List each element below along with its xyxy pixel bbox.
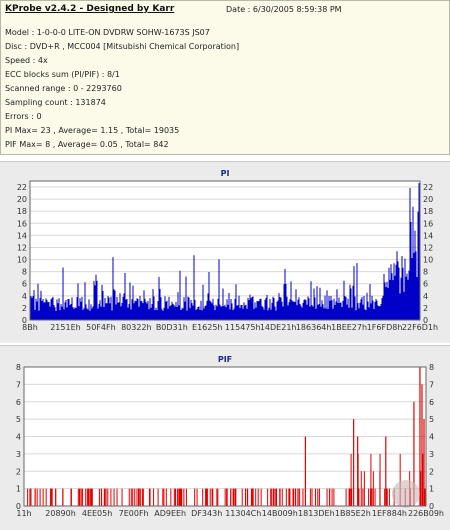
y-tick-label-right: 2 bbox=[429, 467, 434, 476]
y-tick-label-right: 0 bbox=[429, 502, 434, 511]
pif-chart: PIF 0 0 1 1 2 2 3 3 4 4 5 5 6 6 7 7 8 8 11h 20890h 4EE05h 7E00… bbox=[16, 355, 444, 518]
y-tick-label-left: 0 bbox=[22, 316, 27, 325]
x-tick-label: 8Bh bbox=[22, 323, 38, 332]
chart-title: PI bbox=[221, 169, 230, 178]
y-tick-label-right: 12 bbox=[423, 243, 433, 252]
y-tick-label-right: 8 bbox=[423, 268, 428, 277]
errors-line: Errors : 0 bbox=[5, 112, 42, 121]
disc-line: Disc : DVD+R , MCC004 [Mitsubishi Chemic… bbox=[5, 42, 240, 51]
y-tick-label-left: 6 bbox=[22, 280, 27, 289]
x-tick-label: 11304Ch bbox=[225, 509, 261, 518]
model-line: Model : 1-0-0-0 LITE-ON DVDRW SOHW-1673S… bbox=[5, 28, 210, 37]
x-tick-label: 14DE21h bbox=[260, 323, 297, 332]
x-tick-label: 20890h bbox=[45, 509, 76, 518]
y-tick-label-right: 14 bbox=[423, 231, 433, 240]
y-tick-label-left: 4 bbox=[22, 292, 27, 301]
series-bars bbox=[29, 183, 420, 320]
y-tick-label-left: 14 bbox=[17, 231, 27, 240]
y-tick-label-right: 3 bbox=[429, 450, 434, 459]
y-tick-label-right: 20 bbox=[423, 195, 433, 204]
y-tick-label-right: 16 bbox=[423, 219, 433, 228]
y-tick-label-left: 10 bbox=[17, 256, 27, 265]
x-tick-label: E1625h bbox=[192, 323, 222, 332]
y-tick-label-right: 1 bbox=[429, 485, 434, 494]
y-tick-label-left: 5 bbox=[16, 415, 21, 424]
y-tick-label-right: 6 bbox=[429, 398, 434, 407]
y-tick-label-left: 22 bbox=[17, 183, 27, 192]
y-tick-label-left: 20 bbox=[17, 195, 27, 204]
x-tick-label: 1813DEh bbox=[298, 509, 335, 518]
y-tick-label-right: 8 bbox=[429, 363, 434, 372]
x-tick-label: 1EF884h bbox=[372, 509, 407, 518]
y-tick-label-right: 4 bbox=[429, 433, 434, 442]
y-tick-label-right: 22 bbox=[423, 183, 433, 192]
app-title[interactable]: KProbe v2.4.2 - Designed by Karr bbox=[5, 4, 175, 14]
range-line: Scanned range : 0 - 2293760 bbox=[5, 84, 122, 93]
x-tick-label: DF343h bbox=[191, 509, 222, 518]
x-tick-label: 226B09h bbox=[408, 509, 444, 518]
pi-summary-line: PI Max= 23 , Average= 1.15 , Total= 1903… bbox=[5, 126, 180, 135]
pi-chart-panel: PI 0 0 2 2 4 4 6 6 8 8 10 10 12 12 14 14 16 16 18 18 20 20 22 22… bbox=[0, 161, 450, 343]
plot-border bbox=[29, 180, 421, 321]
y-tick-label-right: 18 bbox=[423, 207, 433, 216]
speed-line: Speed : 4x bbox=[5, 56, 48, 65]
y-tick-label-right: 0 bbox=[423, 316, 428, 325]
y-tick-label-left: 4 bbox=[16, 433, 21, 442]
x-tick-label: 50F4Fh bbox=[86, 323, 116, 332]
x-tick-label: 115475h bbox=[225, 323, 261, 332]
ecc-line: ECC blocks sum (PI/PIF) : 8/1 bbox=[5, 70, 120, 79]
y-tick-label-right: 6 bbox=[423, 280, 428, 289]
y-tick-label-left: 16 bbox=[17, 219, 27, 228]
x-tick-label: 11h bbox=[16, 509, 31, 518]
watermark-logo bbox=[391, 480, 420, 508]
y-tick-label-right: 4 bbox=[423, 292, 428, 301]
x-tick-label: 14B009h bbox=[262, 509, 298, 518]
y-tick-label-right: 2 bbox=[423, 304, 428, 313]
x-tick-label: 1B85E2h bbox=[335, 509, 371, 518]
plot-border bbox=[23, 366, 427, 507]
y-tick-label-left: 3 bbox=[16, 450, 21, 459]
y-tick-label-left: 8 bbox=[16, 363, 21, 372]
y-tick-label-left: 0 bbox=[16, 502, 21, 511]
scan-date: Date : 6/30/2005 8:59:38 PM bbox=[226, 5, 342, 14]
x-tick-label: 2151Eh bbox=[50, 323, 80, 332]
y-tick-label-left: 2 bbox=[22, 304, 27, 313]
chart-title: PIF bbox=[218, 355, 232, 364]
y-tick-label-right: 5 bbox=[429, 415, 434, 424]
x-tick-label: 7E00Fh bbox=[119, 509, 149, 518]
x-tick-label: 22F6D1h bbox=[402, 323, 438, 332]
y-tick-label-left: 18 bbox=[17, 207, 27, 216]
y-tick-label-left: 7 bbox=[16, 380, 21, 389]
y-tick-label-left: 8 bbox=[22, 268, 27, 277]
info-panel: KProbe v2.4.2 - Designed by Karr Date : … bbox=[0, 0, 450, 155]
y-tick-label-left: 2 bbox=[16, 467, 21, 476]
x-tick-label: AD9EEh bbox=[154, 509, 186, 518]
pif-chart-panel: PIF 0 0 1 1 2 2 3 3 4 4 5 5 6 6 7 7 8 8 11h 20890h 4EE05h 7E00… bbox=[0, 345, 450, 530]
sampling-line: Sampling count : 131874 bbox=[5, 98, 106, 107]
x-tick-label: 1F6FD8h bbox=[367, 323, 403, 332]
x-tick-label: 1BEE27h bbox=[331, 323, 367, 332]
y-tick-label-right: 10 bbox=[423, 256, 433, 265]
pif-summary-line: PIF Max= 8 , Average= 0.05 , Total= 842 bbox=[5, 140, 169, 149]
y-tick-label-right: 7 bbox=[429, 380, 434, 389]
series-bars bbox=[27, 367, 426, 508]
y-tick-label-left: 12 bbox=[17, 243, 27, 252]
y-tick-label-left: 6 bbox=[16, 398, 21, 407]
x-tick-label: 186364h bbox=[296, 323, 332, 332]
x-tick-label: B0D31h bbox=[156, 323, 188, 332]
x-tick-label: 4EE05h bbox=[82, 509, 112, 518]
y-tick-label-left: 1 bbox=[16, 485, 21, 494]
x-tick-label: 80322h bbox=[121, 323, 152, 332]
